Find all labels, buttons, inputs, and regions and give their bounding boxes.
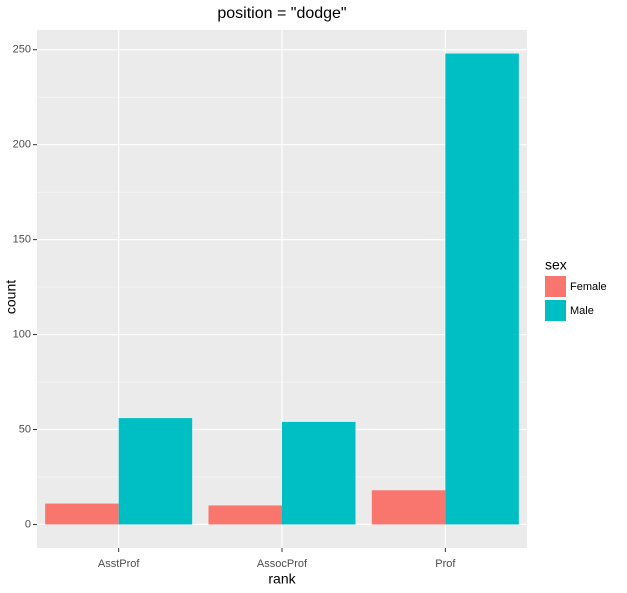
- y-tick-label: 200: [13, 139, 31, 151]
- x-tick-label: AsstProf: [98, 558, 141, 570]
- x-tick-label: Prof: [435, 558, 456, 570]
- x-axis-label: rank: [268, 571, 296, 587]
- bar: [208, 505, 282, 525]
- y-tick-label: 50: [19, 423, 31, 435]
- bar: [45, 503, 119, 525]
- chart-title: position = "dodge": [217, 5, 346, 22]
- x-tick-label: AssocProf: [257, 558, 308, 570]
- bar: [118, 418, 193, 525]
- bar: [371, 490, 446, 525]
- bar: [282, 421, 356, 525]
- y-tick-label: 0: [25, 518, 31, 530]
- legend-label: Female: [570, 281, 607, 293]
- legend-label: Male: [570, 305, 594, 317]
- y-axis-label: count: [3, 280, 19, 314]
- bar: [445, 53, 519, 525]
- legend-key: [545, 276, 566, 297]
- y-tick-label: 250: [13, 44, 31, 56]
- y-tick-label: 150: [13, 234, 31, 246]
- legend-key: [545, 300, 566, 321]
- legend-title: sex: [545, 257, 567, 273]
- y-tick-label: 100: [13, 328, 31, 340]
